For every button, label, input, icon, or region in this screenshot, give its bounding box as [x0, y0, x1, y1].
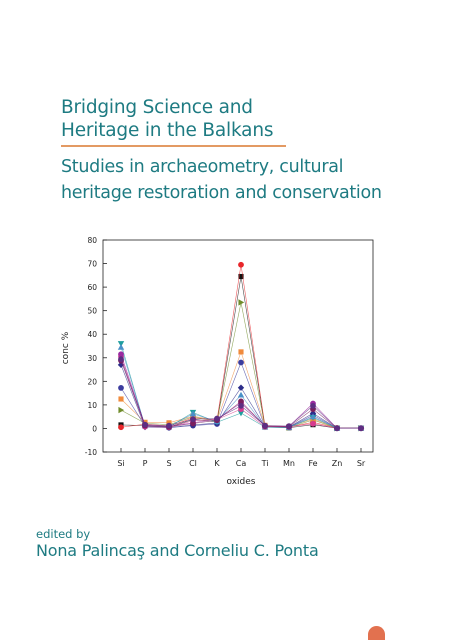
data-point [190, 420, 196, 427]
oxide-concentration-chart: 80 70 60 50 40 30 20 10 0 -10 Si P S Cl K Ca Ti Mn Fe Zn Sr… [61, 236, 374, 487]
publisher-logo-mark [368, 626, 385, 640]
x-tick-label-s: S [166, 459, 171, 468]
data-point [118, 424, 124, 431]
y-tick-label: 0 [92, 424, 97, 433]
data-point [286, 423, 292, 429]
data-point [189, 410, 197, 417]
data-point [118, 406, 125, 414]
x-tick-label-si: Si [117, 459, 124, 468]
series-12 [118, 356, 364, 432]
data-point [310, 402, 316, 409]
y-tick-label: 20 [87, 377, 97, 386]
editors-names: Nona Palincaş and Corneliu C. Ponta [36, 541, 319, 560]
edited-by-label: edited by [36, 527, 91, 541]
data-point [118, 396, 124, 402]
x-tick-label-fe: Fe [308, 459, 317, 468]
data-point [118, 356, 124, 363]
x-tick-label-cl: Cl [189, 459, 197, 468]
data-point [358, 425, 364, 432]
y-tick-label: 50 [87, 307, 97, 316]
data-point [237, 391, 245, 398]
data-point [238, 273, 244, 280]
x-axis-ticks: Si P S Cl K Ca Ti Mn Fe Zn Sr [117, 448, 366, 468]
x-tick-label-k: K [214, 459, 220, 468]
book-subtitle-line-1: Studies in archaeometry, cultural [61, 157, 344, 177]
x-tick-label-sr: Sr [357, 459, 366, 468]
data-point [237, 410, 245, 417]
data-point [190, 416, 196, 423]
data-point [238, 359, 244, 366]
x-tick-label-mn: Mn [283, 459, 295, 468]
x-tick-label-ti: Ti [261, 459, 269, 468]
y-tick-label: 80 [87, 236, 97, 245]
x-tick-label-p: P [143, 459, 148, 468]
x-tick-label-ca: Ca [236, 459, 247, 468]
x-axis-label: oxides [227, 477, 256, 487]
footer-bar [0, 626, 451, 640]
book-subtitle-line-2: heritage restoration and conservation [61, 183, 382, 203]
x-tick-label-zn: Zn [332, 459, 343, 468]
data-point [142, 421, 148, 428]
y-tick-label: 40 [87, 330, 97, 339]
data-point [166, 422, 172, 429]
data-point [334, 425, 340, 432]
y-axis-ticks: 80 70 60 50 40 30 20 10 0 -10 [85, 236, 107, 457]
data-point [309, 410, 317, 417]
data-point [262, 422, 268, 429]
data-point [118, 385, 124, 391]
data-point [310, 420, 316, 427]
data-point [118, 351, 124, 358]
data-point [309, 413, 317, 420]
data-point [214, 415, 220, 422]
data-point [238, 299, 245, 306]
plot-frame [102, 239, 374, 453]
data-point [117, 341, 125, 347]
book-title-line-1: Bridging Science and [61, 97, 253, 118]
y-tick-label: -10 [85, 448, 97, 457]
y-tick-label: 70 [87, 260, 97, 269]
book-title: Bridging Science and Heritage in the Bal… [61, 96, 273, 142]
data-point [238, 402, 244, 409]
book-subtitle: Studies in archaeometry, cultural herita… [61, 154, 382, 206]
book-title-line-2: Heritage in the Balkans [61, 120, 274, 141]
y-tick-label: 30 [87, 354, 97, 363]
data-point [238, 349, 244, 355]
data-series [117, 261, 365, 432]
y-axis-label: conc % [61, 331, 71, 364]
y-tick-label: 60 [87, 283, 97, 292]
data-point [238, 261, 244, 268]
y-tick-label: 10 [87, 401, 97, 410]
data-point [238, 398, 244, 405]
data-point [117, 343, 125, 350]
data-point [237, 384, 245, 391]
title-divider [61, 145, 286, 147]
